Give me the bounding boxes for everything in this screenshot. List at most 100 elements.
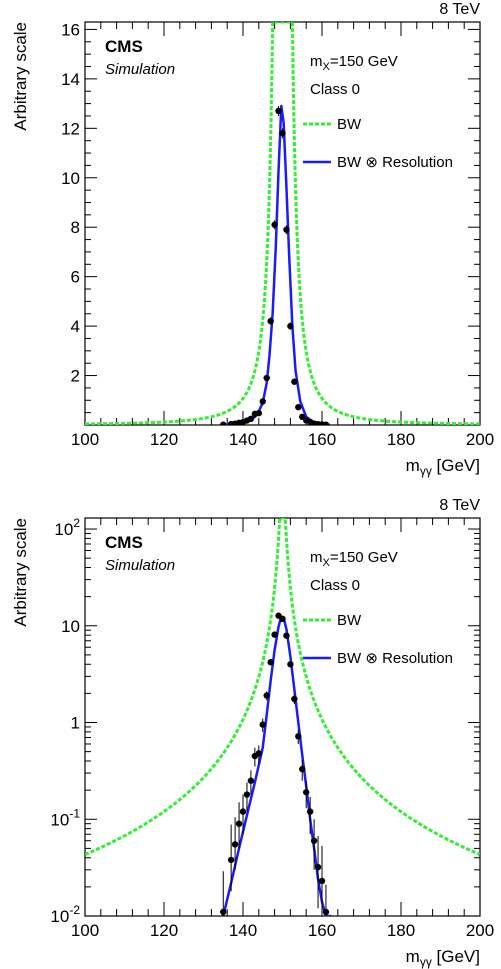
y-axis: 2 4 6 8 10 12 14 16: [61, 20, 480, 414]
data-point: [243, 791, 251, 798]
y-tick-label: 10: [61, 169, 80, 188]
data-point: [314, 863, 322, 871]
data-point: [235, 820, 243, 827]
x-axis-title-main: m: [406, 456, 420, 475]
x-axis: 100 120 140 160 180 200: [71, 22, 494, 449]
data-point: [263, 374, 270, 382]
mass-info-m: m: [310, 53, 323, 70]
data-point: [239, 808, 247, 815]
x-tick-label: 180: [387, 921, 415, 940]
data-point: [267, 317, 274, 325]
y-tick-base: 1: [71, 714, 80, 733]
data-point: [275, 107, 282, 115]
legend-label: BW ⊗ Resolution: [337, 650, 453, 667]
mass-info: mX=150 GeV: [310, 549, 398, 569]
plot-frame: [84, 21, 481, 426]
x-tick-label: 200: [466, 430, 494, 449]
mass-info-sub: X: [323, 61, 331, 73]
y-tick-exponent: -2: [69, 903, 80, 917]
y-tick-base: 10: [50, 907, 69, 926]
y-tick-base: 10: [61, 617, 80, 636]
y-tick-label: 14: [61, 70, 80, 89]
data-point: [259, 721, 266, 728]
x-tick-label: 200: [466, 921, 494, 940]
x-tick-label: 160: [308, 921, 336, 940]
plot-area: [85, 22, 480, 425]
x-axis-title-sub: γγ: [420, 464, 432, 478]
y-tick-label: 8: [71, 218, 80, 237]
energy-label: 8 TeV: [439, 497, 480, 514]
x-tick-label: 120: [150, 430, 178, 449]
x-tick-label: 140: [229, 430, 257, 449]
data-point: [231, 841, 239, 848]
energy-label: 8 TeV: [439, 1, 480, 18]
data-point: [247, 415, 255, 423]
legend-label: BW: [337, 612, 362, 629]
data-point: [267, 659, 274, 666]
y-tick-label: 6: [71, 268, 80, 287]
data-point: [291, 378, 298, 385]
x-tick-label: 160: [308, 430, 336, 449]
legend-label: BW: [337, 116, 362, 133]
y-tick-label: 12: [61, 119, 80, 138]
bw-curve: [85, 22, 480, 425]
x-tick-label: 100: [71, 921, 99, 940]
x-tick-label: 100: [71, 430, 99, 449]
y-tick-label: 10-2: [50, 903, 80, 926]
legend: BW BW ⊗ Resolution: [303, 612, 453, 667]
x-axis-title-unit: [GeV]: [432, 947, 480, 966]
x-tick-label: 180: [387, 430, 415, 449]
mass-info: mX=150 GeV: [310, 53, 398, 73]
plot-area: [85, 518, 480, 916]
mass-info-value: =150 GeV: [330, 549, 398, 566]
mass-info-sub: X: [323, 557, 331, 569]
x-axis: 100 120 140 160 180 200: [71, 518, 494, 940]
simulation-label: Simulation: [105, 557, 175, 574]
data-point: [295, 733, 302, 740]
y-tick-label: 10: [61, 617, 80, 636]
y-tick-label: 16: [61, 20, 80, 39]
bw-curve: [85, 518, 480, 856]
data-point: [227, 856, 235, 864]
data-point: [303, 789, 310, 796]
y-tick-label: 102: [54, 516, 80, 539]
data-point: [247, 777, 255, 784]
data-point: [287, 322, 294, 330]
y-axis-title: Arbitrary scale: [11, 518, 30, 627]
x-axis-title: mγγ [GeV]: [406, 947, 480, 969]
mass-info-m: m: [310, 549, 323, 566]
y-tick-exponent: -1: [69, 806, 80, 820]
y-tick-base: 10: [54, 520, 73, 539]
data-point: [255, 750, 262, 757]
y-tick-base: 10: [50, 810, 69, 829]
legend: BW BW ⊗ Resolution: [303, 116, 453, 171]
data-point: [259, 398, 266, 405]
experiment-label: CMS: [105, 37, 143, 56]
x-axis-title-unit: [GeV]: [432, 456, 480, 475]
data-points: [220, 106, 330, 425]
x-axis-title: mγγ [GeV]: [406, 456, 480, 478]
y-tick-label: 4: [71, 317, 80, 336]
simulation-label: Simulation: [105, 61, 175, 78]
y-tick-label: 10-1: [50, 806, 80, 829]
data-point: [220, 421, 227, 425]
legend-label: BW ⊗ Resolution: [337, 154, 453, 171]
x-tick-label: 120: [150, 921, 178, 940]
x-axis-title-sub: γγ: [420, 955, 432, 969]
data-point: [322, 908, 330, 916]
bw-resolution-curve: [223, 104, 330, 425]
y-tick-label: 1: [71, 714, 80, 733]
y-tick-exponent: 2: [73, 516, 80, 530]
y-axis-title: Arbitrary scale: [11, 22, 30, 131]
data-point: [322, 421, 330, 425]
x-axis-title-main: m: [406, 947, 420, 966]
class-info: Class 0: [310, 577, 360, 594]
plot-frame: [84, 517, 481, 917]
data-point: [263, 692, 270, 699]
y-tick-label: 2: [71, 367, 80, 386]
data-points: [220, 612, 330, 916]
